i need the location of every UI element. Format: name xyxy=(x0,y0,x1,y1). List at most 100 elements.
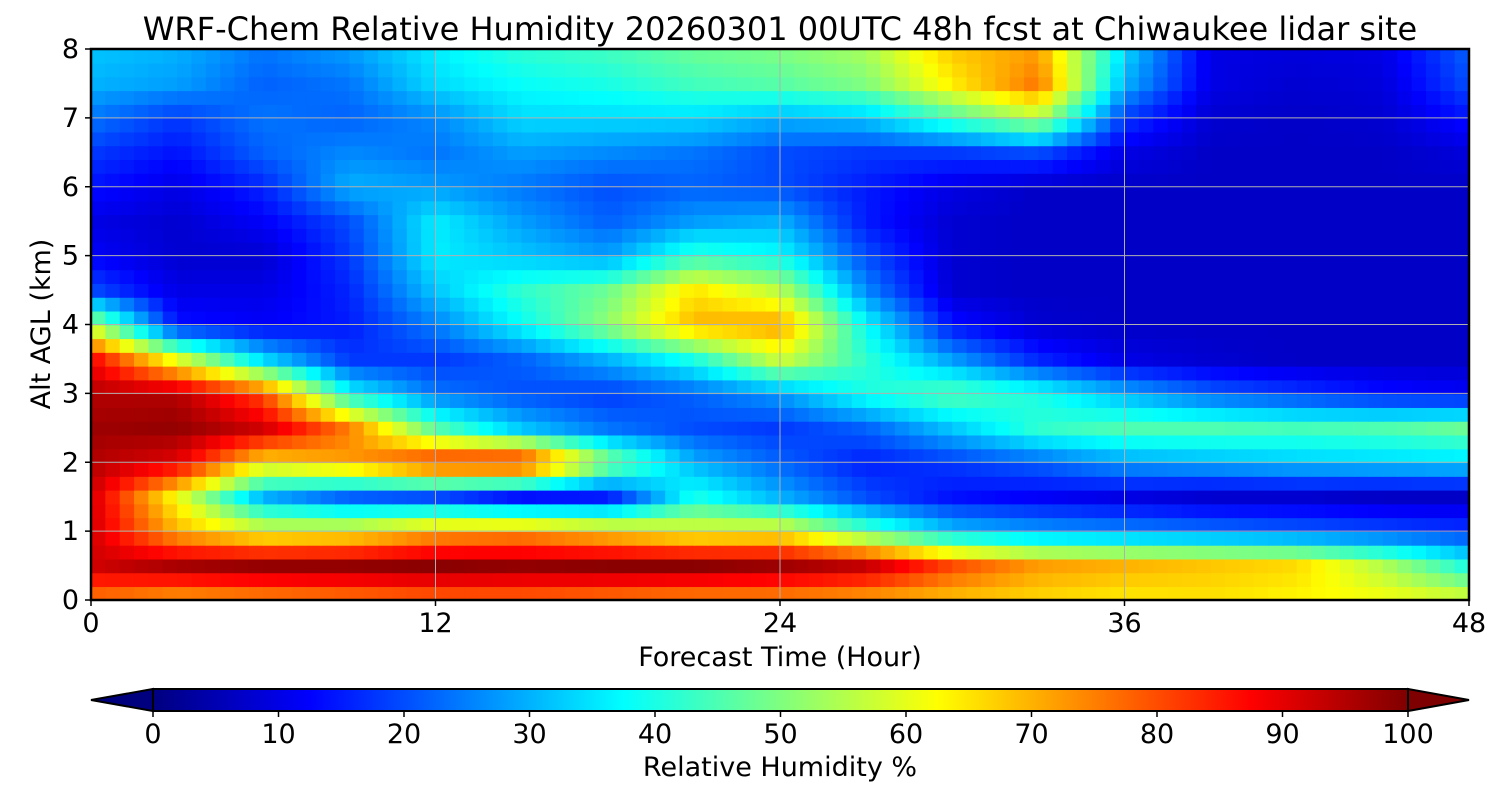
heatmap-cell xyxy=(1009,448,1025,464)
heatmap-cell xyxy=(909,572,925,588)
heatmap-cell xyxy=(134,503,150,519)
heatmap-cell xyxy=(1224,269,1241,284)
heatmap-cell xyxy=(1095,531,1111,546)
heatmap-cell xyxy=(780,558,796,574)
heatmap-cell xyxy=(923,296,939,312)
heatmap-cell xyxy=(708,352,724,367)
heatmap-cell xyxy=(349,503,365,519)
heatmap-cell xyxy=(1411,558,1427,574)
heatmap-cell xyxy=(148,338,164,353)
heatmap-cell xyxy=(607,296,623,312)
heatmap-cell xyxy=(650,241,666,257)
heatmap-cell xyxy=(952,296,968,312)
heatmap-cell xyxy=(1138,558,1154,574)
heatmap-cell xyxy=(1224,462,1241,477)
heatmap-cell xyxy=(205,462,221,477)
heatmap-cell xyxy=(335,531,351,546)
heatmap-cell xyxy=(937,90,954,105)
heatmap-cell xyxy=(1253,365,1269,381)
heatmap-cell xyxy=(794,269,810,284)
heatmap-cell xyxy=(1038,172,1054,188)
heatmap-cell xyxy=(722,214,738,229)
heatmap-cell xyxy=(1024,117,1040,133)
heatmap-cell xyxy=(622,489,638,505)
heatmap-cell xyxy=(205,255,221,271)
heatmap-cell xyxy=(736,462,753,477)
heatmap-cell xyxy=(564,393,580,408)
heatmap-cell xyxy=(335,407,351,422)
heatmap-cell xyxy=(148,586,164,601)
heatmap-cell xyxy=(765,586,781,601)
heatmap-cell xyxy=(1382,228,1399,243)
heatmap-cell xyxy=(392,214,408,229)
heatmap-cell xyxy=(579,159,595,174)
heatmap-cell xyxy=(995,255,1011,271)
heatmap-cell xyxy=(593,586,609,601)
heatmap-cell xyxy=(306,393,322,408)
heatmap-cell xyxy=(320,186,336,202)
heatmap-cell xyxy=(1239,131,1255,147)
heatmap-cell xyxy=(492,365,509,381)
heatmap-cell xyxy=(894,310,910,326)
heatmap-cell xyxy=(535,76,552,92)
heatmap-cell xyxy=(923,49,939,64)
heatmap-cell xyxy=(1368,489,1384,505)
heatmap-cell xyxy=(1411,228,1427,243)
heatmap-cell xyxy=(708,407,724,422)
heatmap-cell xyxy=(1210,448,1226,464)
heatmap-cell xyxy=(823,338,839,353)
heatmap-cell xyxy=(191,62,207,78)
heatmap-cell xyxy=(736,489,753,505)
heatmap-cell xyxy=(1282,117,1298,133)
heatmap-cell xyxy=(1325,296,1341,312)
heatmap-cell xyxy=(679,558,695,574)
heatmap-cell xyxy=(349,558,365,574)
heatmap-cell xyxy=(363,407,379,422)
heatmap-cell xyxy=(1038,517,1054,532)
heatmap-cell xyxy=(1397,172,1413,188)
heatmap-cell xyxy=(492,489,509,505)
heatmap-cell xyxy=(291,49,308,64)
heatmap-cell xyxy=(291,476,308,491)
heatmap-cell xyxy=(679,407,695,422)
heatmap-cell xyxy=(478,172,494,188)
heatmap-cell xyxy=(105,214,121,229)
heatmap-cell xyxy=(1153,365,1169,381)
heatmap-cell xyxy=(966,572,982,588)
heatmap-cell xyxy=(636,104,652,119)
heatmap-cell xyxy=(751,214,767,229)
heatmap-cell xyxy=(736,255,753,271)
heatmap-cell xyxy=(449,255,465,271)
heatmap-cell xyxy=(1282,76,1298,92)
heatmap-cell xyxy=(263,228,279,243)
heatmap-cell xyxy=(449,159,465,174)
heatmap-cell xyxy=(535,186,552,202)
heatmap-cell xyxy=(507,420,523,436)
heatmap-cell xyxy=(1382,145,1399,161)
heatmap-cell xyxy=(880,572,896,588)
heatmap-cell xyxy=(234,214,250,229)
heatmap-cell xyxy=(507,214,523,229)
heatmap-cell xyxy=(378,200,394,216)
colorbar-tick-label: 40 xyxy=(638,719,672,750)
heatmap-cell xyxy=(464,544,480,560)
heatmap-cell xyxy=(579,310,595,326)
heatmap-cell xyxy=(1124,462,1140,477)
heatmap-cell xyxy=(205,283,221,298)
heatmap-cell xyxy=(507,228,523,243)
heatmap-cell xyxy=(1339,544,1355,560)
heatmap-cell xyxy=(1024,76,1040,92)
heatmap-cell xyxy=(1282,255,1298,271)
heatmap-cell xyxy=(378,489,394,505)
heatmap-cell xyxy=(780,255,796,271)
heatmap-cell xyxy=(966,269,982,284)
heatmap-cell xyxy=(1153,145,1169,161)
heatmap-cell xyxy=(507,393,523,408)
heatmap-cell xyxy=(1024,434,1040,450)
heatmap-cell xyxy=(177,531,193,546)
heatmap-cell xyxy=(693,186,710,202)
heatmap-cell xyxy=(923,407,939,422)
heatmap-cell xyxy=(966,283,982,298)
heatmap-cell xyxy=(406,172,422,188)
heatmap-cell xyxy=(392,352,408,367)
